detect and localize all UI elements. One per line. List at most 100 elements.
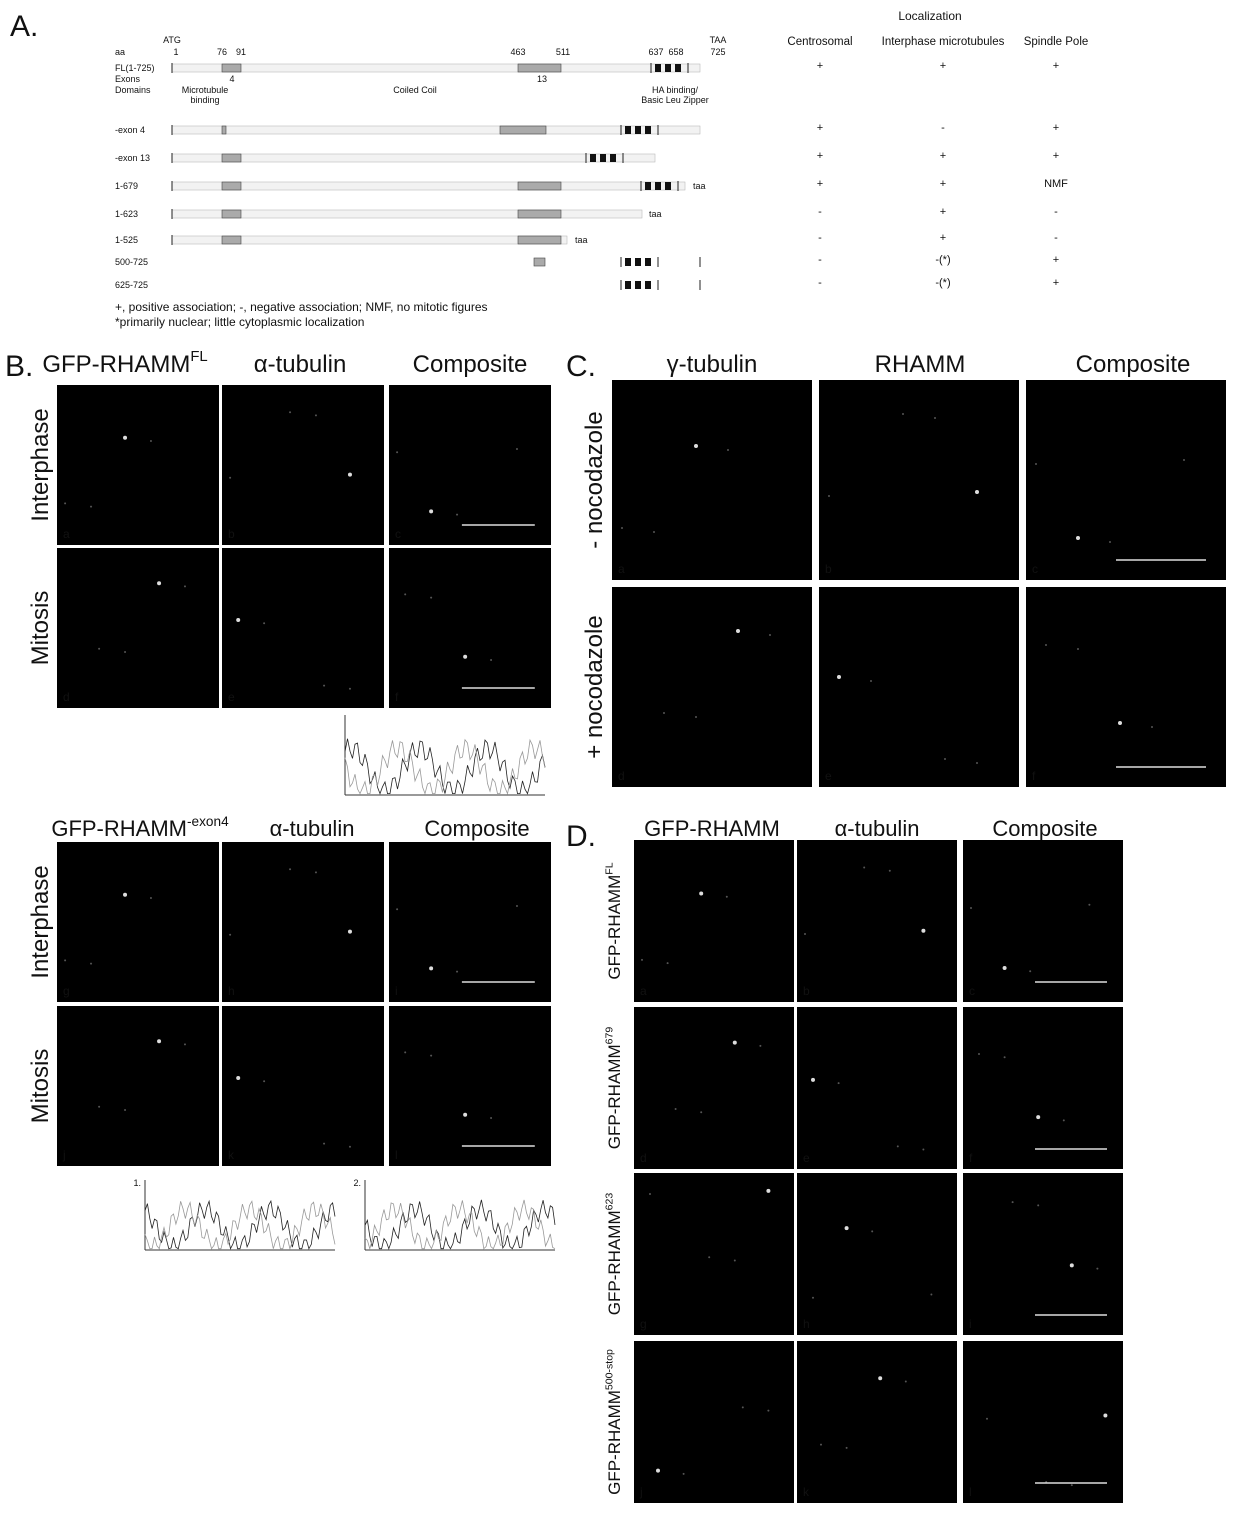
zipper-block xyxy=(635,281,641,289)
zipper-block xyxy=(610,154,616,162)
row-label: Domains xyxy=(115,85,151,95)
signal-spot xyxy=(695,716,697,718)
panel-letter: e xyxy=(228,690,235,704)
micrograph xyxy=(57,385,219,545)
signal-spot xyxy=(184,585,186,587)
localization-value: + xyxy=(1053,254,1059,266)
signal-spot xyxy=(150,440,152,442)
zipper-block xyxy=(635,258,641,266)
signal-spot xyxy=(767,1410,769,1412)
localization-value: + xyxy=(817,178,823,190)
stop-label: taa xyxy=(649,209,662,219)
construct-bar xyxy=(172,154,655,162)
panel-letter: l xyxy=(395,1148,398,1162)
signal-spot xyxy=(349,1146,351,1148)
micrograph xyxy=(1026,380,1226,580)
column-header-main: RHAMM xyxy=(875,351,966,378)
row-label: Exons xyxy=(115,74,141,84)
signal-spot xyxy=(1012,1201,1014,1203)
micrograph xyxy=(612,380,812,580)
intensity-trace xyxy=(145,1201,335,1249)
codon-label: ATG xyxy=(163,35,181,45)
panel-label: C. xyxy=(566,350,596,383)
exon-box xyxy=(222,154,241,162)
signal-spot xyxy=(90,506,92,508)
localization-value: - xyxy=(818,232,822,244)
construct-name: 1-525 xyxy=(115,235,138,245)
signal-spot xyxy=(1070,1263,1074,1267)
row-label-sup: 500-stop xyxy=(603,1349,615,1390)
signal-spot xyxy=(64,502,66,504)
signal-spot xyxy=(1109,541,1111,543)
signal-spot xyxy=(396,451,398,453)
panel-letter: b xyxy=(825,562,832,576)
panel-label: D. xyxy=(566,820,596,853)
zipper-block xyxy=(665,64,671,72)
column-header: Interphase microtubules xyxy=(882,36,1005,48)
micrograph xyxy=(634,1173,794,1335)
signal-spot xyxy=(759,1045,761,1047)
micrograph xyxy=(612,587,812,787)
panel-letter: a xyxy=(63,527,70,541)
signal-spot xyxy=(649,1193,651,1195)
footnote: +, positive association; -, negative ass… xyxy=(115,300,488,314)
column-header: GFP-RHAMMFL xyxy=(42,349,207,378)
column-header-main: α-tubulin xyxy=(270,816,355,841)
row-label: GFP-RHAMMFL xyxy=(603,862,624,979)
construct-name: -exon 13 xyxy=(115,153,150,163)
micrograph xyxy=(797,840,957,1002)
panel-letter: b xyxy=(803,984,810,998)
row-label: GFP-RHAMM679 xyxy=(603,1027,624,1150)
column-header: α-tubulin xyxy=(254,351,347,378)
signal-spot xyxy=(404,593,406,595)
column-header: Composite xyxy=(992,816,1097,841)
signal-spot xyxy=(123,436,127,440)
localization-value: - xyxy=(818,254,822,266)
micrograph xyxy=(57,548,219,708)
panel-letter: a xyxy=(618,562,625,576)
zipper-block xyxy=(675,64,681,72)
footnote: *primarily nuclear; little cytoplasmic l… xyxy=(115,315,364,329)
row-label: - nocodazole xyxy=(581,411,608,548)
signal-spot xyxy=(878,1376,882,1380)
signal-spot xyxy=(98,648,100,650)
localization-value: + xyxy=(940,232,946,244)
position-label: 725 xyxy=(710,47,725,57)
signal-spot xyxy=(905,1381,907,1383)
intensity-trace xyxy=(145,1201,335,1248)
micrograph xyxy=(797,1007,957,1169)
exon-box xyxy=(534,258,545,266)
stop-label: taa xyxy=(575,235,588,245)
zipper-block xyxy=(635,126,641,134)
figure: A.LocalizationCentrosomalInterphase micr… xyxy=(0,0,1234,1521)
row-label: + nocodazole xyxy=(581,615,608,758)
row-label: Interphase xyxy=(27,408,54,521)
signal-spot xyxy=(124,651,126,653)
signal-spot xyxy=(922,1149,924,1151)
signal-spot xyxy=(124,1109,126,1111)
signal-spot xyxy=(727,449,729,451)
signal-spot xyxy=(871,1230,873,1232)
column-group-header: Localization xyxy=(898,9,961,23)
signal-spot xyxy=(653,531,655,533)
zipper-block xyxy=(625,258,631,266)
signal-spot xyxy=(1037,1204,1039,1206)
position-label: 1 xyxy=(173,47,178,57)
signal-spot xyxy=(766,1189,770,1193)
row-label-sup: 623 xyxy=(603,1193,615,1211)
micrograph xyxy=(1026,587,1226,787)
micrograph xyxy=(797,1341,957,1503)
zipper-block xyxy=(590,154,596,162)
signal-spot xyxy=(902,413,904,415)
exon-box xyxy=(500,126,546,134)
localization-value: + xyxy=(817,122,823,134)
signal-spot xyxy=(123,893,127,897)
signal-spot xyxy=(663,712,665,714)
micrograph xyxy=(222,1006,384,1166)
position-label: 637 xyxy=(648,47,663,57)
signal-spot xyxy=(870,680,872,682)
stop-label: taa xyxy=(693,181,706,191)
panel-label: A. xyxy=(10,10,38,43)
column-header-main: α-tubulin xyxy=(254,351,347,378)
localization-value: + xyxy=(1053,60,1059,72)
